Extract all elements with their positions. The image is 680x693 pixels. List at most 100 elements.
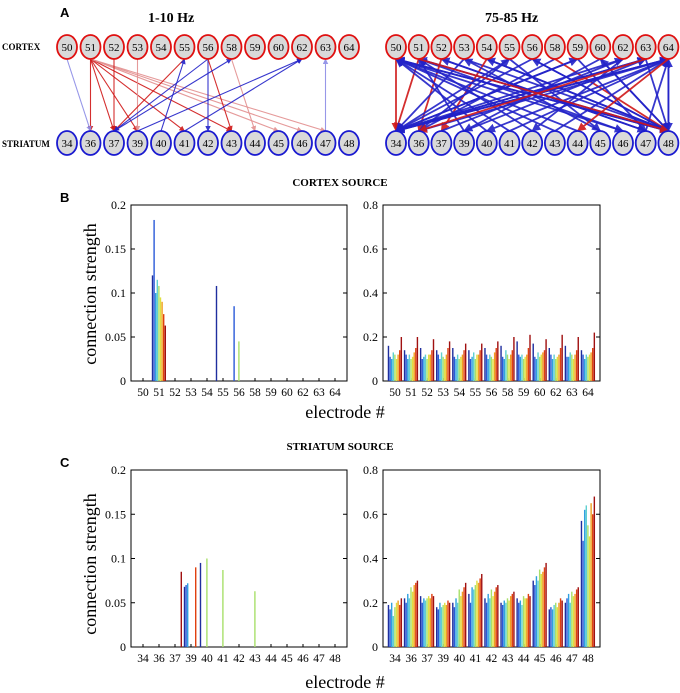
- cortex-node-60: 60: [589, 34, 612, 60]
- x-tick-label: 63: [313, 387, 325, 399]
- bar-53-7: [447, 348, 449, 381]
- edge-c51-s37: [89, 58, 116, 132]
- edge-c51-s46: [90, 58, 303, 133]
- y-tick-label: 0.1: [111, 552, 126, 566]
- bar-62-0: [548, 348, 551, 381]
- bar-59-5: [524, 356, 526, 381]
- striatum-node-label: 37: [109, 138, 121, 150]
- bar-50-1: [389, 356, 391, 381]
- bar-45-3: [537, 580, 539, 647]
- panel-label-c: C: [60, 455, 70, 470]
- bar-37-5: [427, 596, 430, 647]
- y-tick-label: 0.1: [111, 286, 126, 300]
- cortex-node-62: 62: [612, 34, 634, 60]
- bar-55-6: [477, 354, 480, 381]
- bar-59-7: [527, 348, 530, 381]
- bar-60-0: [532, 343, 534, 381]
- edge-c53-s34: [395, 58, 465, 132]
- bar-51-6: [161, 301, 163, 381]
- x-tick-label: 52: [169, 387, 181, 399]
- bar-53-2: [439, 359, 441, 381]
- bar-51-5: [159, 297, 162, 381]
- bar-44-2: [519, 600, 522, 647]
- y-tick-label: 0.2: [363, 596, 378, 610]
- cortex-node-label: 52: [109, 42, 120, 54]
- bar-39-7: [447, 600, 449, 647]
- striatum-node-label: 46: [297, 138, 309, 150]
- bar-48-1: [582, 540, 584, 647]
- bar-64-6: [590, 352, 592, 381]
- bar-46-8: [561, 600, 563, 647]
- bar-64-7: [592, 348, 594, 381]
- edge-s36-c55: [418, 58, 511, 132]
- bar-53-0: [436, 350, 438, 381]
- bar-52-1: [421, 359, 423, 381]
- x-axis-title-b: electrode #: [305, 402, 384, 422]
- x-tick-label: 60: [534, 387, 546, 399]
- cortex-node-label: 58: [226, 42, 238, 54]
- x-tick-label: 50: [389, 387, 401, 399]
- x-tick-label: 54: [454, 387, 466, 399]
- bar-51-8: [416, 337, 419, 381]
- bar-47-8: [577, 587, 579, 647]
- striatum-node-42: 42: [521, 130, 544, 156]
- bar-56-0: [484, 348, 486, 381]
- bar-40-6: [461, 591, 464, 647]
- bar-40-7: [463, 587, 465, 647]
- bar-51-7: [163, 314, 165, 381]
- y-axis-title-c: connection strength: [80, 493, 100, 634]
- bar-48-8: [593, 496, 596, 647]
- bar-45-2: [535, 576, 538, 647]
- bar-53-4: [442, 356, 444, 381]
- striatum-node-label: 42: [527, 138, 538, 150]
- bar-41-7: [479, 578, 481, 647]
- cortex-node-53: 53: [126, 34, 149, 60]
- y-tick-label: 0.05: [105, 330, 126, 344]
- bar-51-8: [164, 325, 166, 381]
- cortex-node-label: 58: [549, 42, 561, 54]
- striatum-node-36: 36: [79, 130, 102, 156]
- bar-52-6: [429, 354, 431, 381]
- cortex-node-54: 54: [475, 34, 498, 60]
- bar-42-6: [493, 591, 496, 647]
- bar-60-3: [537, 352, 539, 381]
- bar-50-4: [394, 354, 396, 381]
- bar-39-6: [445, 604, 448, 647]
- striatum-node-label: 48: [663, 138, 675, 150]
- bar-48-4: [587, 525, 589, 647]
- y-tick-label: 0.05: [105, 596, 126, 610]
- edge-s46-c50: [395, 57, 624, 132]
- striatum-node-label: 36: [85, 138, 97, 150]
- cortex-node-label: 55: [179, 42, 191, 54]
- x-tick-label: 52: [421, 387, 433, 399]
- bar-58-3: [505, 350, 507, 381]
- edge-s34-c63: [395, 56, 647, 132]
- bar-41-4: [222, 570, 224, 647]
- y-tick-label: 0.4: [363, 552, 378, 566]
- bar-37-0: [419, 596, 422, 647]
- striatum-node-36: 36: [407, 130, 430, 156]
- striatum-node-label: 47: [320, 138, 332, 150]
- bar-34-5: [395, 602, 398, 647]
- edge-s43-c50: [395, 58, 556, 132]
- striatum-node-label: 40: [481, 138, 493, 150]
- bar-54-6: [461, 354, 464, 381]
- bar-48-2: [583, 509, 586, 647]
- bar-64-2: [583, 359, 586, 381]
- bar-41-6: [477, 582, 480, 647]
- cortex-node-54: 54: [150, 34, 172, 60]
- bar-51-3: [408, 354, 411, 381]
- bar-55-5: [476, 354, 478, 381]
- x-tick-label: 41: [470, 653, 482, 665]
- edge-s47-c64: [644, 58, 671, 132]
- bar-58-8: [513, 337, 515, 381]
- x-tick-label: 53: [185, 387, 197, 399]
- striatum-node-47: 47: [634, 130, 657, 156]
- bar-34-7: [399, 604, 401, 647]
- bar-53-5: [444, 359, 446, 381]
- y-tick-label: 0: [372, 640, 378, 654]
- section-title-cortex: CORTEX SOURCE: [292, 177, 387, 189]
- edge-s39-c63: [463, 57, 647, 132]
- bar-39-5: [444, 602, 446, 647]
- bar-43-4: [254, 591, 256, 647]
